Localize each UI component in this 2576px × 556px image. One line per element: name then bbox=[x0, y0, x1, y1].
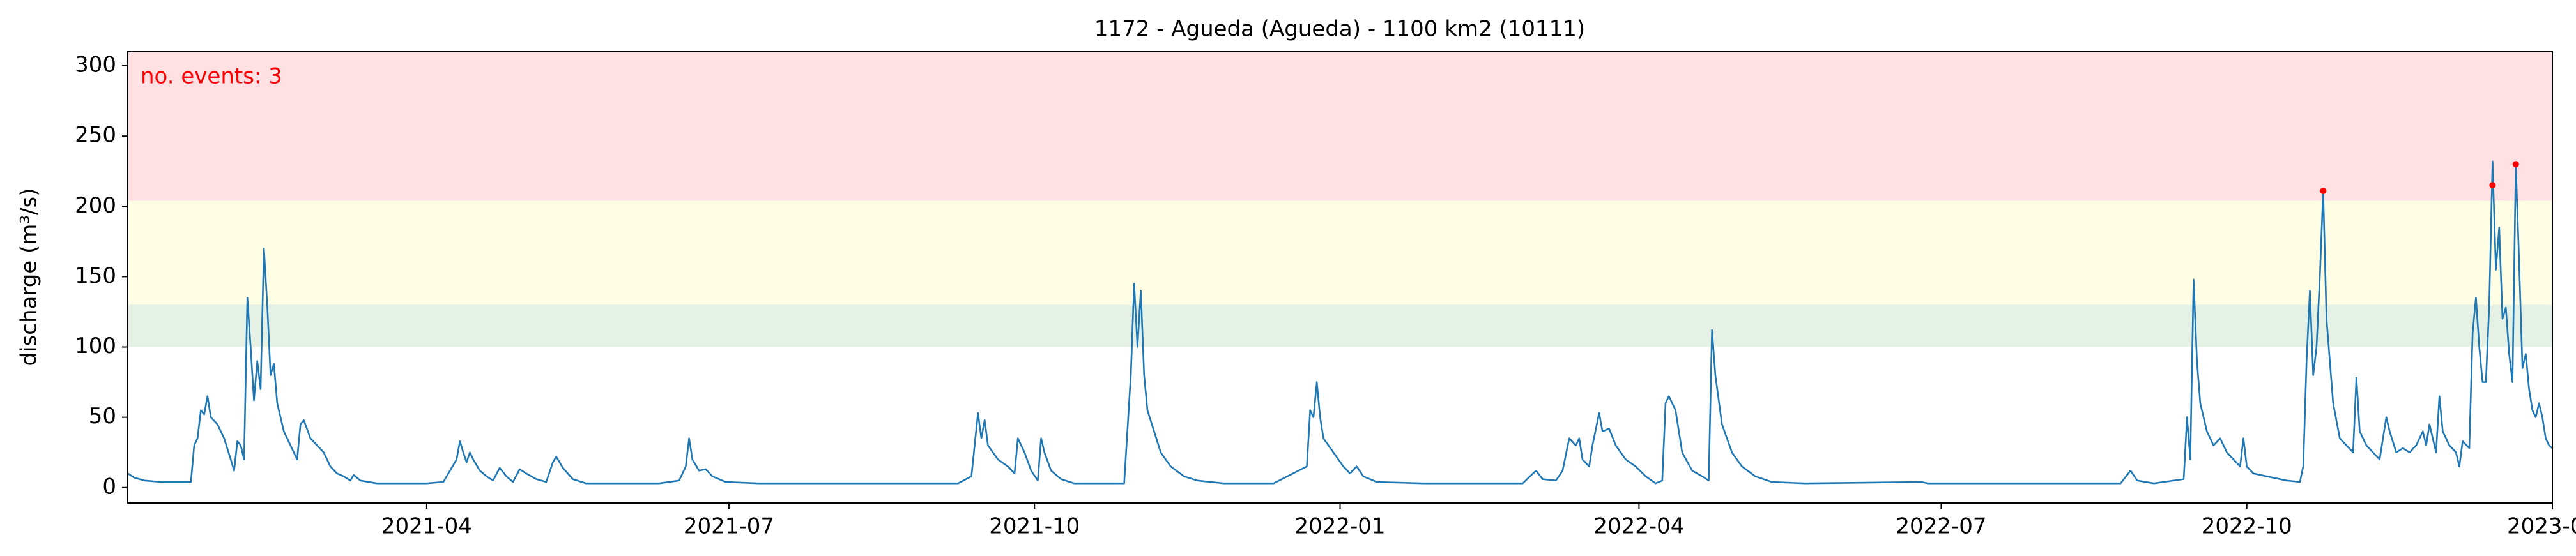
event-marker bbox=[2512, 161, 2519, 168]
x-tick-label: 2022-01 bbox=[1294, 514, 1385, 539]
y-tick-label: 200 bbox=[75, 193, 116, 218]
event-marker bbox=[2489, 182, 2496, 189]
x-tick-label: 2022-07 bbox=[1896, 514, 1986, 539]
x-tick-label: 2021-04 bbox=[381, 514, 472, 539]
x-tick-label: 2021-10 bbox=[989, 514, 1080, 539]
x-tick-label: 2022-10 bbox=[2202, 514, 2292, 539]
y-tick-label: 250 bbox=[75, 123, 116, 148]
y-tick-label: 0 bbox=[102, 474, 116, 499]
x-tick-label: 2021-07 bbox=[684, 514, 774, 539]
y-axis-label: discharge (m³/s) bbox=[17, 188, 42, 366]
chart-title: 1172 - Agueda (Agueda) - 1100 km2 (10111… bbox=[1094, 17, 1585, 42]
y-tick-label: 100 bbox=[75, 333, 116, 359]
x-tick-label: 2023-01 bbox=[2507, 514, 2576, 539]
y-tick-label: 300 bbox=[75, 52, 116, 78]
threshold-band bbox=[128, 304, 2552, 347]
threshold-band bbox=[128, 52, 2552, 201]
discharge-line bbox=[127, 160, 2553, 485]
event-marker bbox=[2320, 188, 2327, 195]
threshold-band bbox=[128, 200, 2552, 305]
plot-frame bbox=[127, 51, 2553, 504]
events-annotation: no. events: 3 bbox=[141, 64, 282, 89]
y-tick-label: 50 bbox=[89, 403, 116, 429]
y-tick-label: 150 bbox=[75, 263, 116, 289]
x-tick-label: 2022-04 bbox=[1593, 514, 1684, 539]
